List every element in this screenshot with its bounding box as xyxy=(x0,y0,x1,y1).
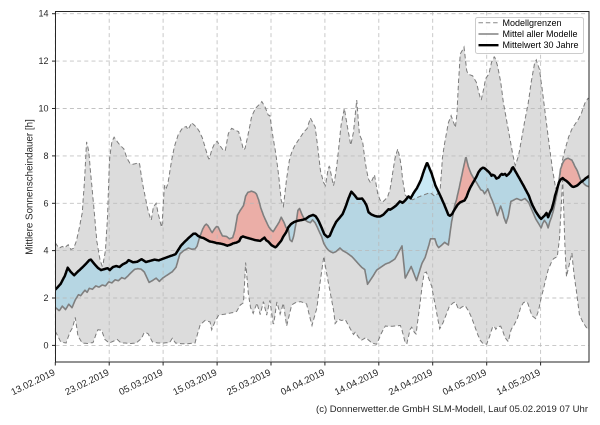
svg-text:10: 10 xyxy=(38,104,48,114)
svg-text:(c) Donnerwetter.de GmbH SLM-M: (c) Donnerwetter.de GmbH SLM-Modell, Lau… xyxy=(316,404,588,415)
svg-text:6: 6 xyxy=(43,198,48,208)
svg-text:Mittel aller Modelle: Mittel aller Modelle xyxy=(503,29,578,39)
svg-text:Modellgrenzen: Modellgrenzen xyxy=(503,18,562,28)
svg-text:Mittlere Sonnenscheindauer [h]: Mittlere Sonnenscheindauer [h] xyxy=(25,119,36,255)
svg-text:2: 2 xyxy=(43,293,48,303)
svg-text:Mittelwert 30 Jahre: Mittelwert 30 Jahre xyxy=(503,40,579,50)
svg-text:8: 8 xyxy=(43,151,48,161)
svg-text:14: 14 xyxy=(38,9,48,19)
svg-text:4: 4 xyxy=(43,246,48,256)
svg-text:0: 0 xyxy=(43,340,48,350)
svg-text:12: 12 xyxy=(38,56,48,66)
